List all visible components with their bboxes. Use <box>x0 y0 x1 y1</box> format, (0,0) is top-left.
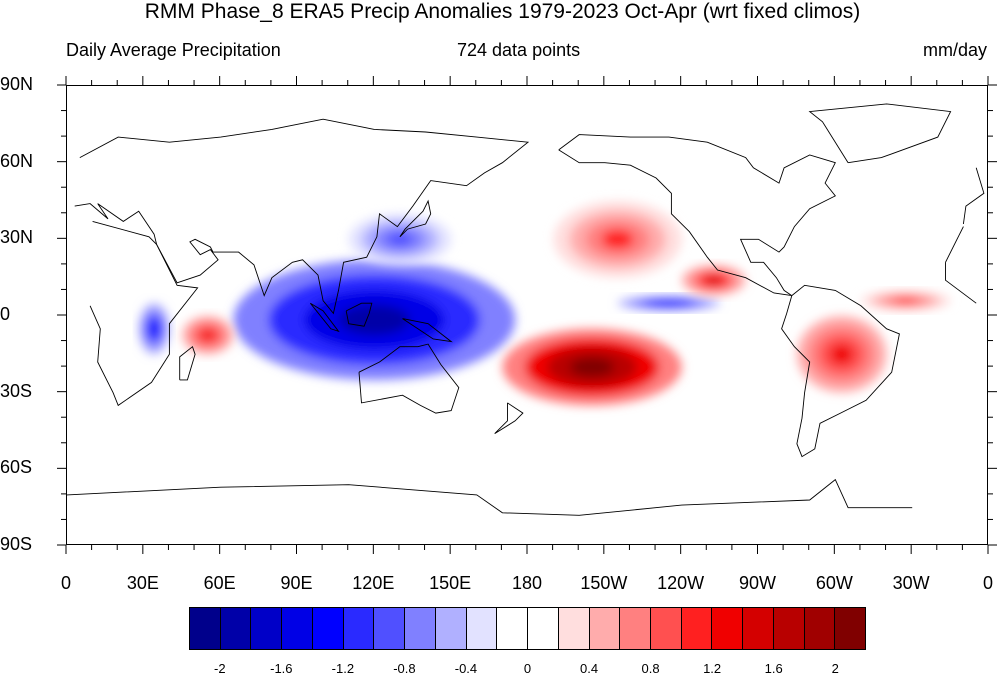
coastline <box>179 345 196 381</box>
lon-label: 60E <box>203 573 236 593</box>
colorbar-swatch <box>743 608 774 649</box>
colorbar-swatch <box>804 608 836 649</box>
lon-label: 90W <box>738 573 776 593</box>
colorbar-swatch <box>620 608 652 649</box>
coastline <box>808 103 952 164</box>
colorbar-swatch <box>466 608 498 649</box>
coastline <box>74 118 530 315</box>
colorbar-label: 1.6 <box>764 661 783 676</box>
colorbar-label: -0.8 <box>393 661 416 676</box>
coastline <box>494 402 524 434</box>
colorbar-swatch <box>343 608 375 649</box>
colorbar-swatch <box>651 608 682 649</box>
colorbar-label: 0.8 <box>641 661 660 676</box>
coastline <box>345 302 373 327</box>
colorbar-label: 0 <box>523 661 532 676</box>
colorbar-swatch <box>312 608 344 649</box>
lat-label: 30N <box>0 227 34 248</box>
anomaly-region <box>681 264 746 296</box>
colorbar-swatch <box>589 608 621 649</box>
lat-label: 0 <box>0 304 11 324</box>
lon-label: 30W <box>892 573 930 593</box>
colorbar-swatch <box>773 608 805 649</box>
colorbar-swatch <box>558 608 590 649</box>
map-title: RMM Phase_8 ERA5 Precip Anomalies 1979-2… <box>144 0 861 23</box>
units-label: mm/day <box>922 40 987 60</box>
coastline <box>67 478 913 516</box>
variable-label: Daily Average Precipitation <box>66 40 281 60</box>
colorbar <box>189 607 866 650</box>
colorbar-label: 0.4 <box>579 661 599 676</box>
colorbar-swatch <box>497 608 529 649</box>
lat-label: 90N <box>0 74 34 94</box>
anomaly-region <box>502 328 682 406</box>
lat-label: 60S <box>0 457 33 478</box>
lon-label: 120E <box>352 573 395 593</box>
coastline <box>945 226 964 263</box>
lon-label: 0 <box>60 573 71 593</box>
colorbar-swatch <box>282 608 313 649</box>
lon-label: 0 <box>982 573 993 593</box>
anomaly-region <box>860 290 951 311</box>
anomaly-region <box>553 201 682 278</box>
lat-label: 30S <box>0 380 33 401</box>
colorbar-swatch <box>712 608 744 649</box>
coastline <box>962 167 985 225</box>
anomaly-region <box>182 316 234 355</box>
anomaly-region <box>138 303 170 355</box>
colorbar-swatch <box>681 608 713 649</box>
anomaly-shading <box>138 201 951 406</box>
colorbar-swatch <box>190 608 221 649</box>
anomaly-map <box>67 103 985 516</box>
colorbar-label: -0.4 <box>454 661 478 676</box>
coastlines <box>67 103 985 516</box>
anomaly-region <box>233 259 516 380</box>
coastline <box>402 318 453 343</box>
lon-label: 150E <box>429 573 472 593</box>
lat-label: 60N <box>0 150 34 171</box>
colorbar-swatch <box>251 608 283 649</box>
map-panel <box>66 85 988 545</box>
colorbar-label: -2 <box>213 661 226 676</box>
colorbar-swatch <box>835 608 866 649</box>
lon-label: 60W <box>815 573 853 593</box>
lon-label: 120W <box>657 573 705 593</box>
coastline <box>945 262 977 304</box>
colorbar-swatch <box>374 608 406 649</box>
colorbar-swatch <box>220 608 252 649</box>
anomaly-region <box>617 295 721 311</box>
colorbar-label: 2 <box>831 661 839 676</box>
lat-label: 90S <box>0 534 33 554</box>
coastline <box>558 134 836 297</box>
lon-label: 180 <box>511 573 543 593</box>
data-count-label: 724 data points <box>457 40 581 60</box>
colorbar-label: -1.2 <box>331 661 355 676</box>
lon-label: 90E <box>280 573 313 593</box>
coastline <box>781 284 900 458</box>
colorbar-label: -1.6 <box>270 661 293 676</box>
colorbar-swatch <box>405 608 436 649</box>
coastline <box>358 343 460 414</box>
coastline <box>399 199 432 238</box>
colorbar-swatch <box>435 608 467 649</box>
anomaly-region <box>348 213 452 265</box>
coastline <box>309 302 340 333</box>
anomaly-region <box>796 316 887 393</box>
lon-label: 30E <box>126 573 159 593</box>
lon-label: 150W <box>580 573 628 593</box>
colorbar-swatch <box>528 608 559 649</box>
colorbar-label: 1.2 <box>703 661 722 676</box>
